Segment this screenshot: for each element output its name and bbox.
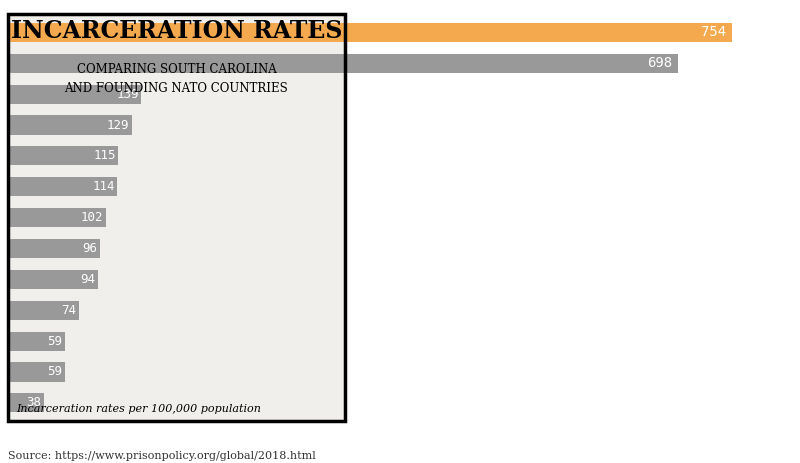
Text: INCARCERATION RATES: INCARCERATION RATES [10,19,342,43]
Bar [8,363,65,382]
Bar [8,393,45,413]
Text: 115: 115 [93,150,115,163]
Bar [8,332,65,350]
Bar [8,300,79,320]
Bar [8,177,118,196]
Bar [345,14,776,421]
Text: 114: 114 [92,180,114,193]
Text: 38: 38 [26,396,42,409]
Bar [8,54,678,73]
Text: 59: 59 [46,335,62,348]
Text: COMPARING SOUTH CAROLINA
AND FOUNDING NATO COUNTRIES: COMPARING SOUTH CAROLINA AND FOUNDING NA… [65,63,288,94]
Bar [8,270,98,289]
Bar [8,115,132,135]
Text: Incarceration rates per 100,000 population: Incarceration rates per 100,000 populati… [16,404,261,414]
Text: Source: https://www.prisonpolicy.org/global/2018.html: Source: https://www.prisonpolicy.org/glo… [8,450,316,461]
Text: 94: 94 [80,273,95,286]
Bar [8,85,142,104]
Text: 96: 96 [82,242,98,255]
Bar [8,146,118,165]
Text: 129: 129 [106,119,129,131]
Bar [8,208,106,227]
Text: 102: 102 [81,211,103,224]
Text: 139: 139 [116,88,138,100]
Text: 754: 754 [701,25,726,39]
Bar [8,23,732,42]
Text: 698: 698 [647,56,672,70]
Bar [8,239,100,258]
Text: 74: 74 [61,304,76,317]
Text: 59: 59 [46,365,62,378]
